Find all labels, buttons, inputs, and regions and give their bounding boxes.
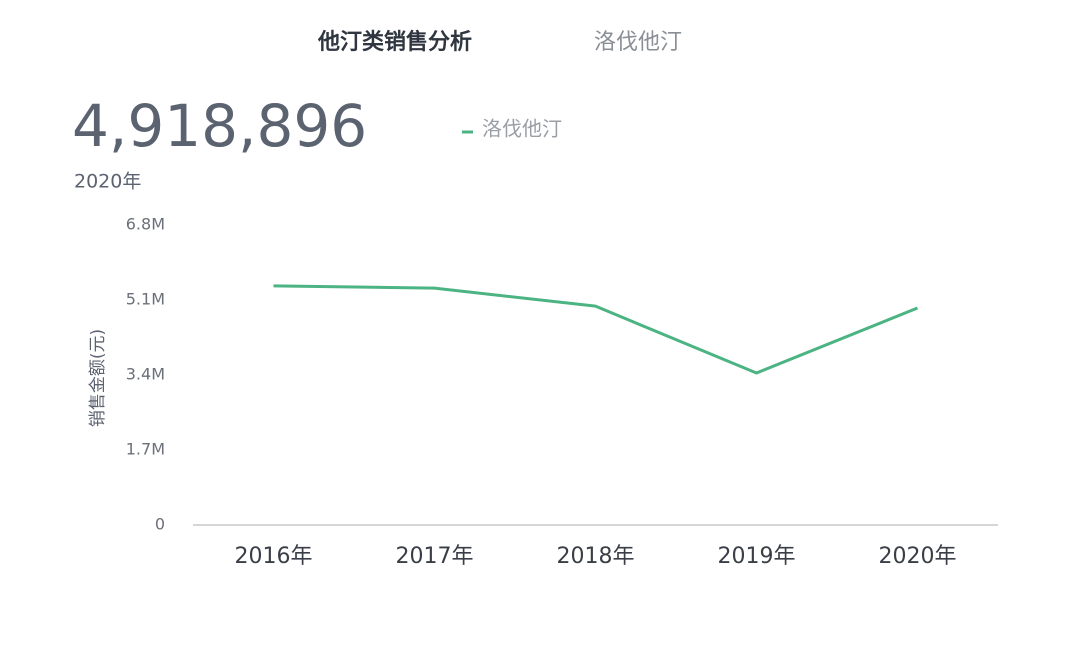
y-tick-label: 3.4M	[126, 365, 165, 384]
chart-title: 他汀类销售分析	[317, 29, 472, 55]
chart-subtitle: 洛伐他汀	[594, 30, 682, 55]
y-tick-label: 5.1M	[126, 290, 165, 309]
data-line	[273, 284, 919, 375]
x-tick-label: 2019年	[718, 544, 796, 569]
x-tick-label: 2016年	[235, 544, 313, 569]
x-tick-label: 2020年	[879, 544, 957, 569]
legend-label: 洛伐他汀	[482, 117, 562, 141]
y-tick-label: 6.8M	[126, 215, 165, 234]
kpi-value: 4,918,896	[72, 92, 367, 160]
kpi-caption: 2020年	[74, 171, 141, 193]
y-tick-label: 1.7M	[126, 440, 165, 459]
y-tick-label: 0	[155, 515, 165, 534]
x-tick-label: 2018年	[557, 544, 635, 569]
x-tick-label: 2017年	[396, 544, 474, 569]
y-axis-label: 销售金额(元)	[88, 329, 108, 427]
